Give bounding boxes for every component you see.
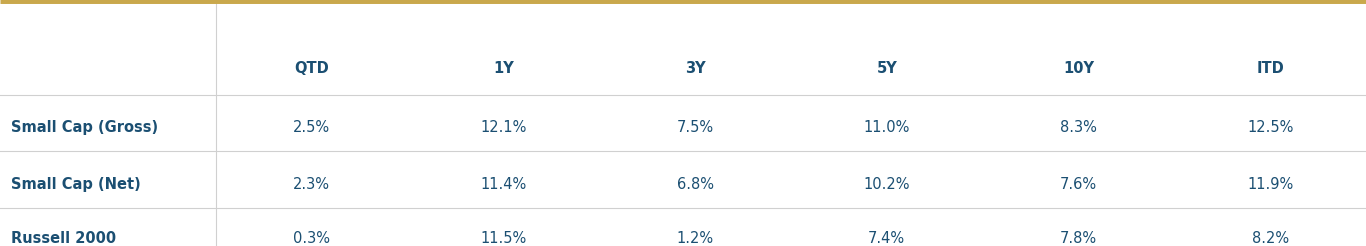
Text: QTD: QTD — [294, 62, 329, 76]
Text: 10Y: 10Y — [1063, 62, 1094, 76]
Text: 7.8%: 7.8% — [1060, 231, 1097, 246]
Text: 11.0%: 11.0% — [863, 121, 910, 135]
Text: 7.4%: 7.4% — [869, 231, 906, 246]
Text: 1.2%: 1.2% — [676, 231, 713, 246]
Text: 7.5%: 7.5% — [676, 121, 713, 135]
Text: 1Y: 1Y — [493, 62, 514, 76]
Text: 7.6%: 7.6% — [1060, 177, 1097, 192]
Text: 11.9%: 11.9% — [1247, 177, 1294, 192]
Text: 2.5%: 2.5% — [294, 121, 331, 135]
Text: 6.8%: 6.8% — [676, 177, 713, 192]
Text: ITD: ITD — [1257, 62, 1284, 76]
Text: Small Cap (Net): Small Cap (Net) — [11, 177, 141, 192]
Text: 10.2%: 10.2% — [863, 177, 910, 192]
Text: 11.5%: 11.5% — [481, 231, 526, 246]
Text: 5Y: 5Y — [877, 62, 897, 76]
Text: 11.4%: 11.4% — [481, 177, 526, 192]
Text: Small Cap (Gross): Small Cap (Gross) — [11, 121, 158, 135]
Text: 3Y: 3Y — [684, 62, 705, 76]
Text: 2.3%: 2.3% — [294, 177, 331, 192]
Text: 8.3%: 8.3% — [1060, 121, 1097, 135]
Text: 0.3%: 0.3% — [294, 231, 331, 246]
Text: 8.2%: 8.2% — [1251, 231, 1288, 246]
Text: 12.5%: 12.5% — [1247, 121, 1294, 135]
Text: Russell 2000: Russell 2000 — [11, 231, 116, 246]
Text: 12.1%: 12.1% — [481, 121, 526, 135]
